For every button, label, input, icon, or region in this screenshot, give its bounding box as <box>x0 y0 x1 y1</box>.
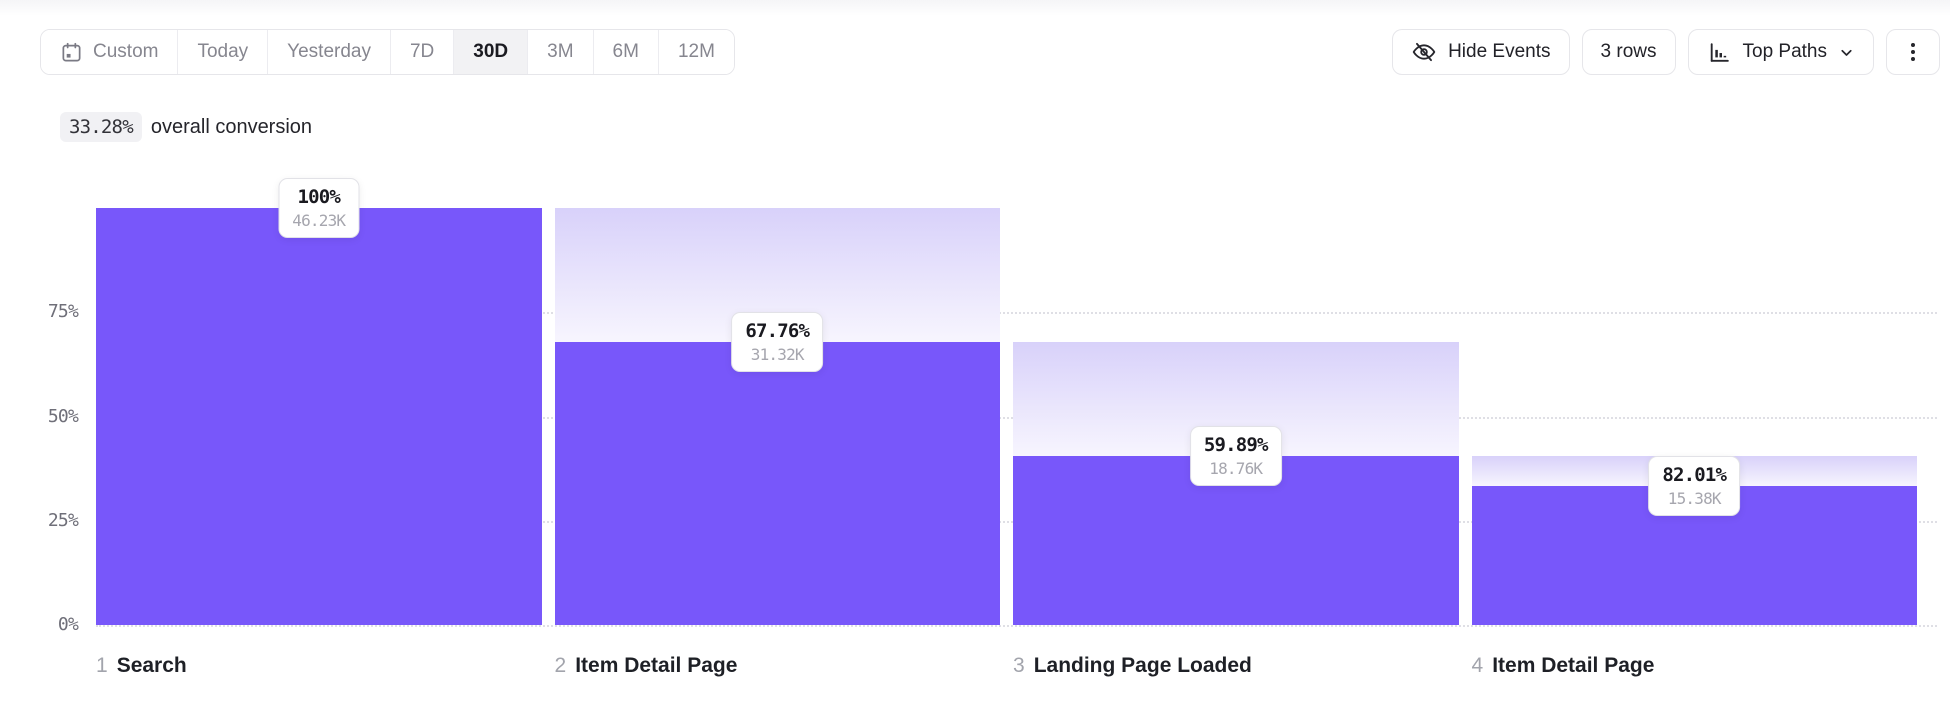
date-range-label: 3M <box>547 41 574 62</box>
step-label: 4 Item Detail Page <box>1472 654 1655 678</box>
step-count: 15.38K <box>1667 489 1722 509</box>
funnel-bar[interactable] <box>96 208 542 625</box>
top-paths-button[interactable]: Top Paths <box>1687 29 1874 75</box>
overall-conversion-value: 33.28% <box>60 112 142 142</box>
date-range-3m[interactable]: 3M <box>528 30 594 74</box>
conversion-badge: 59.89% 18.76K <box>1189 425 1282 486</box>
y-tick-label: 75% <box>47 301 79 323</box>
conversion-badge: 82.01% 15.38K <box>1648 456 1741 517</box>
funnel-step-3[interactable]: 59.89% 18.76K 3 Landing Page Loaded <box>1013 208 1459 677</box>
hide-events-button[interactable]: Hide Events <box>1392 29 1570 75</box>
funnel-bar[interactable] <box>554 342 1000 625</box>
date-range-label: Custom <box>93 41 159 62</box>
date-range-7d[interactable]: 7D <box>390 30 455 74</box>
y-tick-label: 50% <box>47 405 79 427</box>
step-index: 2 <box>554 654 567 677</box>
y-tick-label: 0% <box>57 614 79 635</box>
step-index: 1 <box>96 654 108 677</box>
conversion-badge: 100% 46.23K <box>278 178 360 238</box>
step-index: 3 <box>1013 654 1025 677</box>
date-range-6m[interactable]: 6M <box>593 30 659 74</box>
gridline-0 <box>96 625 1937 627</box>
date-range-selector: Custom Today Yesterday 7D 30D 3M 6M 12M <box>40 29 735 75</box>
calendar-icon <box>60 41 83 64</box>
bar-chart-icon <box>1707 40 1732 65</box>
date-range-today[interactable]: Today <box>178 30 269 74</box>
rows-button[interactable]: 3 rows <box>1581 29 1676 75</box>
y-axis: 0% 25% 50% 75% <box>0 0 79 706</box>
overall-conversion-text: overall conversion <box>150 115 313 138</box>
date-range-label: Today <box>197 41 249 62</box>
funnel-step-4[interactable]: 82.01% 15.38K 4 Item Detail Page <box>1471 208 1917 677</box>
date-range-12m[interactable]: 12M <box>658 30 734 74</box>
step-label: 2 Item Detail Page <box>555 654 738 678</box>
funnel-plot: 100% 46.23K 1 Search 67.76% 31.32K 2 Item Detai… <box>96 178 1917 677</box>
top-page-edge <box>0 0 1950 16</box>
top-paths-label: Top Paths <box>1742 41 1828 62</box>
step-name: Item Detail Page <box>1492 654 1655 677</box>
gridline-75 <box>96 312 1937 315</box>
date-range-label: 12M <box>677 41 715 62</box>
step-count: 46.23K <box>292 211 346 230</box>
step-name: Item Detail Page <box>575 654 738 677</box>
step-label: 3 Landing Page Loaded <box>1013 654 1252 678</box>
step-name: Landing Page Loaded <box>1033 654 1252 677</box>
date-range-label: 6M <box>612 41 639 62</box>
date-range-30d-active[interactable]: 30D <box>454 30 529 74</box>
toolbar-actions: Hide Events 3 rows Top Paths <box>1392 29 1940 75</box>
more-menu-button[interactable] <box>1886 29 1940 75</box>
rows-label: 3 rows <box>1600 41 1657 62</box>
chevron-down-icon <box>1838 44 1855 61</box>
step-count: 18.76K <box>1209 458 1263 478</box>
step-conversion-pct: 67.76% <box>745 320 810 343</box>
step-index: 4 <box>1471 654 1484 677</box>
toolbar: Custom Today Yesterday 7D 30D 3M 6M 12M <box>40 29 1940 75</box>
kebab-menu-icon <box>1901 40 1925 64</box>
date-range-label: 7D <box>409 41 435 62</box>
date-range-label: Yesterday <box>287 41 371 62</box>
date-range-custom[interactable]: Custom <box>41 30 179 74</box>
step-conversion-pct: 59.89% <box>1203 433 1269 456</box>
hide-events-label: Hide Events <box>1448 41 1551 62</box>
date-range-yesterday[interactable]: Yesterday <box>268 30 391 74</box>
conversion-badge: 67.76% 31.32K <box>731 312 824 373</box>
overall-conversion-summary: 33.28% overall conversion <box>60 112 312 142</box>
funnel-step-2[interactable]: 67.76% 31.32K 2 Item Detail Page <box>554 208 1000 677</box>
date-range-label: 30D <box>473 41 509 62</box>
step-label: 1 Search <box>96 654 187 678</box>
eye-off-icon <box>1411 39 1437 65</box>
step-name: Search <box>116 654 187 677</box>
y-tick-label: 25% <box>47 509 79 531</box>
step-conversion-pct: 82.01% <box>1662 464 1727 487</box>
funnel-step-1[interactable]: 100% 46.23K 1 Search <box>96 178 542 677</box>
step-count: 31.32K <box>750 345 805 365</box>
step-conversion-pct: 100% <box>297 186 341 208</box>
